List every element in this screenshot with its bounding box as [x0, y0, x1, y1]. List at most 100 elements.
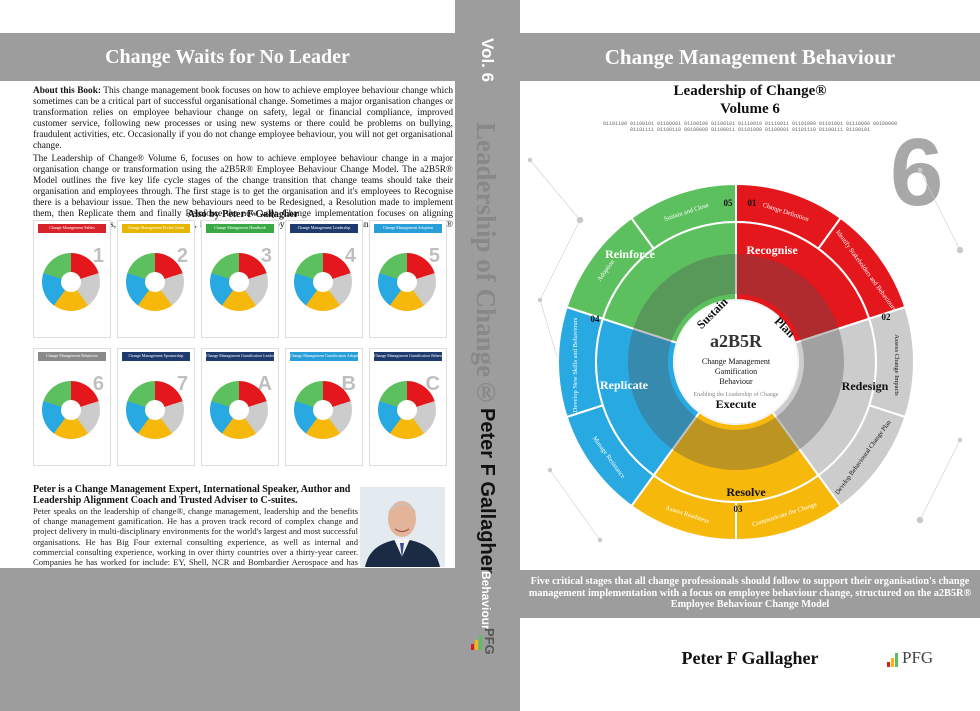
stage-label: Recognise [746, 243, 798, 257]
binary-strip: 01101100 01100101 01100001 01100100 0110… [520, 121, 980, 133]
thumbnail-title: Change Management Gamification Behaviour… [374, 353, 442, 358]
spine-band [455, 0, 520, 711]
book-thumbnail: Change Management Gamification Leadershi… [201, 348, 279, 466]
book-thumbnail: Change Management Leadership 4 [285, 220, 363, 338]
front-author: Peter F Gallagher [681, 648, 819, 668]
thumbnail-title: Change Management Adoption [383, 225, 433, 230]
stage-number: 04 [591, 314, 601, 324]
center-line: Gamification [715, 367, 757, 376]
thumbnail-title: Change Management Leadership [297, 225, 351, 230]
thumbnail-number: 2 [176, 245, 188, 267]
ring-caption: Enabling the Leadership of Change [694, 391, 779, 398]
spine-logo-bars [471, 628, 485, 650]
book-thumbnail: Change Management Gamification Adoption … [285, 348, 363, 466]
thumbnail-wheel [42, 381, 100, 439]
thumbnail-number: 7 [176, 373, 188, 395]
thumbnail-header [290, 224, 358, 233]
stage-number: 02 [882, 312, 892, 322]
thumbnail-wheel [210, 253, 268, 311]
outer-ring-label: Develop New Skills and Behaviours [572, 317, 579, 412]
center-line: Behaviour [719, 377, 753, 386]
thumbnail-wheel [126, 253, 184, 311]
book-thumbnail: Change Management Gamification Behaviour… [369, 348, 447, 466]
thumbnail-title: Change Management Handbook [214, 225, 266, 230]
stage-number: 05 [724, 198, 734, 208]
stage-label: Resolve [726, 485, 766, 499]
author-photo [360, 487, 445, 567]
thumbnail-number: 6 [92, 373, 104, 395]
thumbnail-number: C [425, 373, 440, 395]
front-logo: PFG [902, 648, 934, 667]
center-line: Change Management [702, 357, 771, 366]
thumbnail-number: 4 [344, 245, 356, 267]
book-thumbnail: Change Management Sponsorship 7 [117, 348, 195, 466]
spine: Vol. 6 Leadership of Change® Peter F Gal… [455, 0, 520, 711]
spine-author: Peter F Gallagher [476, 408, 498, 574]
thumbnail-wheel [378, 381, 436, 439]
thumbnail-header [206, 352, 274, 361]
stage-label: Redesign [842, 379, 889, 393]
thumbnail-header [374, 352, 442, 361]
thumbnail-number: 3 [260, 245, 272, 267]
thumbnail-header [206, 224, 274, 233]
book-thumbnails: Change Management Fables 1 Change Manageme… [33, 220, 453, 475]
thumbnail-header [38, 352, 106, 361]
big-number: 6 [890, 119, 944, 226]
spine-logo: PFG [482, 628, 497, 655]
thumbnail-wheel [210, 381, 268, 439]
spine-title: Leadership of Change® [471, 122, 501, 408]
outer-ring-label: Assess Change Impacts [893, 334, 900, 396]
thumbnail-wheel [42, 253, 100, 311]
stage-number: 01 [748, 198, 758, 208]
thumbnail-header [290, 352, 358, 361]
front-logo-bars [887, 649, 901, 667]
network-background [527, 157, 964, 543]
thumbnail-title: Change Management Gamification Leadershi… [206, 353, 274, 358]
thumbnail-title: Change Management Fables [49, 225, 95, 230]
about-label: About this Book: [33, 86, 101, 96]
stage-label: Reinforce [605, 247, 655, 261]
thumbnail-number: A [257, 373, 272, 395]
inner-phase-ring [628, 254, 844, 470]
front-tagline: Five critical stages that all change pro… [520, 570, 980, 618]
author-bio-heading: Peter is a Change Management Expert, Int… [33, 484, 351, 506]
thumbnail-title: Change Management Gamification Adoption … [290, 353, 358, 358]
thumbnail-number: 1 [92, 245, 104, 267]
volume-label: Volume 6 [720, 101, 780, 117]
stage-number: 03 [734, 504, 744, 514]
book-thumbnail: Change Management Adoption 5 [369, 220, 447, 338]
back-bottom-band [0, 568, 455, 711]
spine-subject: Behaviour [479, 571, 493, 630]
thumbnail-number: B [341, 373, 356, 395]
spine-volume: Vol. 6 [478, 38, 497, 83]
thumbnail-header [122, 224, 190, 233]
thumbnail-header [374, 224, 442, 233]
front-subtitle: Leadership of Change® Volume 6 [520, 82, 980, 118]
center-logo: a2B5R [710, 331, 763, 351]
thumbnail-wheel [378, 253, 436, 311]
thumbnail-wheel [294, 253, 352, 311]
about-body: This change management book focuses on h… [33, 86, 453, 151]
stage-label: Replicate [600, 378, 649, 392]
also-by-heading: Also by Peter F Gallagher [187, 209, 299, 220]
series-title: Leadership of Change® [673, 83, 827, 99]
back-title: Change Waits for No Leader [0, 33, 455, 81]
thumbnail-header [38, 224, 106, 233]
thumbnail-wheel [294, 381, 352, 439]
book-thumbnail: Change Management Handbook 3 [201, 220, 279, 338]
book-thumbnail: Change Management Pocket Guide 2 [117, 220, 195, 338]
thumbnail-header [122, 352, 190, 361]
front-cover: Change Management Behaviour Leadership o… [520, 0, 980, 711]
phase-label: Execute [716, 397, 757, 411]
thumbnail-title: Change Management Pocket Guide [127, 225, 185, 230]
front-title: Change Management Behaviour [520, 33, 980, 81]
book-thumbnail: Change Management Fables 1 [33, 220, 111, 338]
center-disc [673, 299, 799, 425]
thumbnail-title: Change Management Behaviour [46, 353, 98, 358]
behaviour-wheel: Recognise Redesign Resolve Replicate Reinfor… [527, 157, 964, 543]
thumbnail-number: 5 [428, 245, 440, 267]
thumbnail-title: Change Management Sponsorship [128, 353, 184, 358]
binary-text: 01101100 01100101 01100001 01100100 0110… [602, 121, 898, 133]
back-cover: Change Waits for No Leader About this Bo… [0, 0, 455, 711]
thumbnail-wheel [126, 381, 184, 439]
